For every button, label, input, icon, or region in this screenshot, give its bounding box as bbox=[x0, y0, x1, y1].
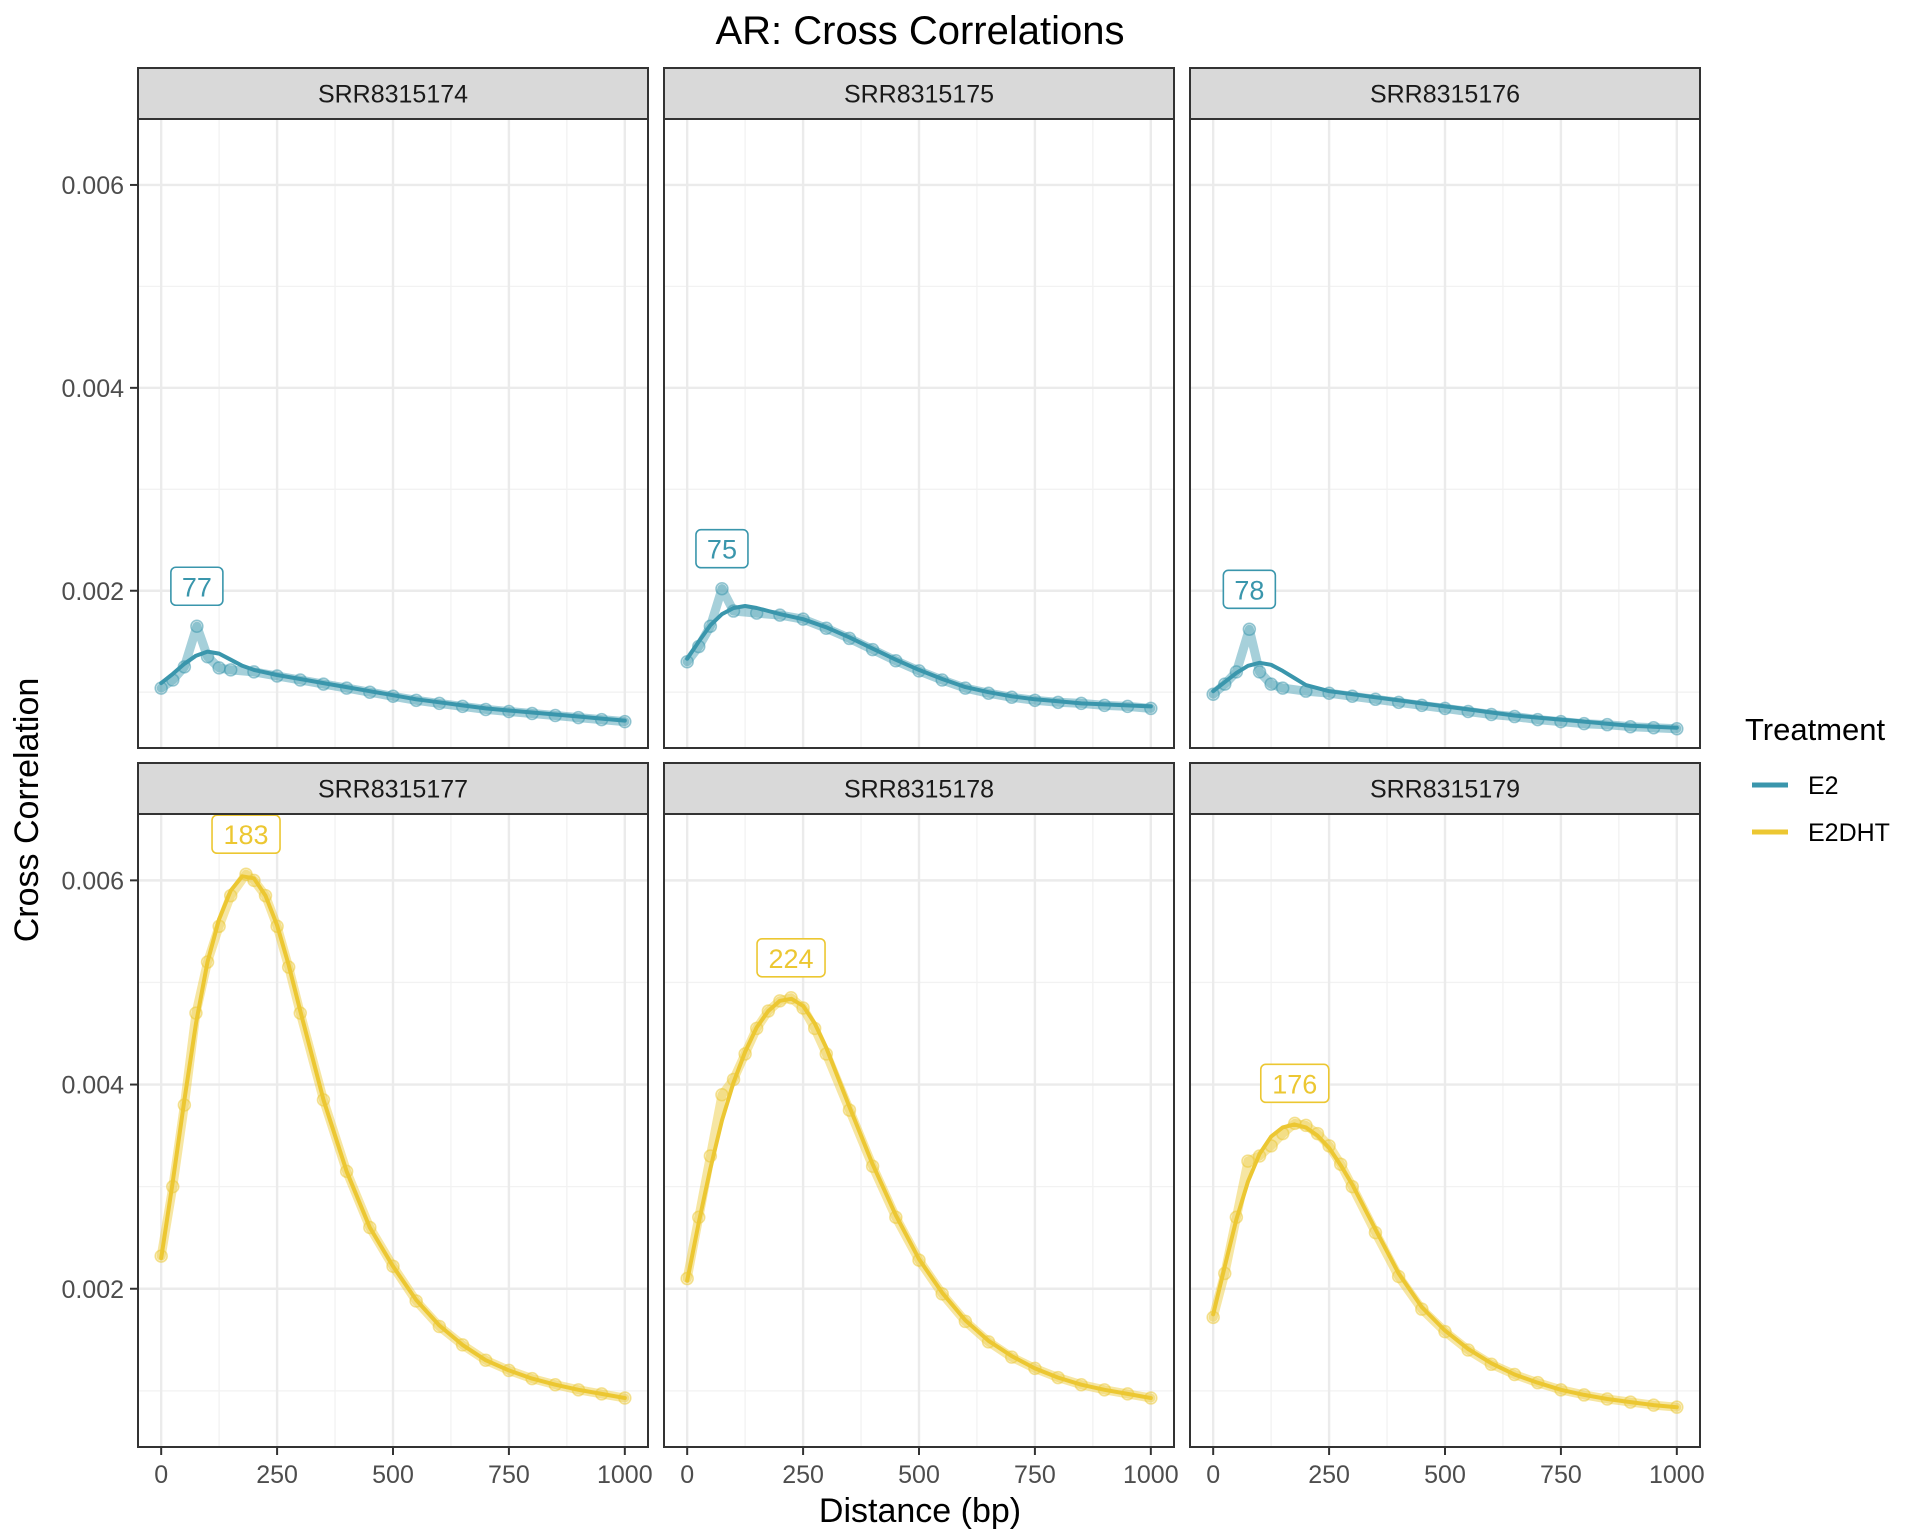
y-tick-label: 0.002 bbox=[61, 1276, 124, 1304]
x-tick-label: 250 bbox=[1308, 1461, 1350, 1489]
facet-panel: 77 SRR8315174 0.002 0.004 0.006 bbox=[61, 67, 649, 749]
y-tick-label: 0.006 bbox=[61, 172, 124, 200]
x-tick-label: 1000 bbox=[597, 1461, 653, 1489]
peak-label: 176 bbox=[1272, 1069, 1317, 1099]
peak-label-box bbox=[1259, 1063, 1330, 1104]
y-tick-label: 0.004 bbox=[61, 1072, 124, 1100]
series-fit-line bbox=[159, 649, 627, 723]
data-point bbox=[1264, 677, 1278, 691]
facet-strip bbox=[1189, 762, 1701, 815]
y-axis-title: Cross Correlation bbox=[8, 678, 46, 943]
peak-label-box bbox=[1222, 569, 1277, 610]
facet-strip bbox=[663, 67, 1175, 120]
legend: Treatment E2 E2DHT bbox=[1745, 712, 1890, 847]
legend-entry-label: E2 bbox=[1808, 772, 1839, 800]
peak-label-box bbox=[211, 814, 281, 855]
series-fit-line bbox=[159, 874, 627, 1400]
facet-strip-label: SRR8315179 bbox=[1370, 776, 1520, 804]
series-fit-line bbox=[1211, 1122, 1679, 1410]
facet-strip-label: SRR8315176 bbox=[1370, 81, 1520, 109]
peak-label: 78 bbox=[1234, 575, 1264, 605]
legend-title: Treatment bbox=[1745, 712, 1886, 747]
facet-panel: 75 SRR8315175 bbox=[663, 67, 1175, 749]
x-tick-label: 500 bbox=[372, 1461, 414, 1489]
chart-title: AR: Cross Correlations bbox=[715, 9, 1124, 53]
facet-panel: 224 SRR8315178 0 250 500 750 1000 bbox=[663, 762, 1179, 1489]
facet-strip-label: SRR8315174 bbox=[318, 81, 468, 109]
x-tick-label: 0 bbox=[154, 1461, 168, 1489]
series-fit-line bbox=[685, 996, 1153, 1400]
facet-panels: 77SRR83151740.0020.0040.00675SRR83151757… bbox=[61, 67, 1705, 1489]
x-tick-label: 1000 bbox=[1123, 1461, 1179, 1489]
data-point bbox=[1252, 665, 1267, 679]
facet-strip-label: SRR8315175 bbox=[844, 81, 994, 109]
series-fit-line bbox=[1211, 660, 1679, 730]
legend-entry-label: E2DHT bbox=[1808, 819, 1890, 847]
x-tick-label: 250 bbox=[256, 1461, 298, 1489]
facet-strip-label: SRR8315178 bbox=[844, 776, 994, 804]
facet-strip bbox=[137, 762, 649, 815]
facet-strip bbox=[1189, 67, 1701, 120]
x-tick-label: 1000 bbox=[1649, 1461, 1705, 1489]
facet-strip bbox=[137, 67, 649, 120]
data-point bbox=[223, 663, 238, 677]
peak-label: 77 bbox=[182, 572, 212, 602]
data-point bbox=[1241, 1154, 1255, 1168]
x-tick-label: 500 bbox=[898, 1461, 940, 1489]
facet-strip-label: SRR8315177 bbox=[318, 776, 468, 804]
peak-label-box bbox=[170, 566, 224, 607]
facet-panel: 183 SRR8315177 0.002 0.004 0.006 0 250 500 750 10… bbox=[61, 762, 653, 1489]
facet-strip bbox=[663, 762, 1175, 815]
peak-label: 75 bbox=[707, 535, 737, 565]
series-fit-line bbox=[685, 604, 1153, 709]
x-tick-label: 750 bbox=[488, 1461, 530, 1489]
data-point bbox=[1242, 622, 1257, 637]
data-point bbox=[715, 581, 729, 596]
data-point bbox=[190, 619, 204, 634]
x-tick-label: 750 bbox=[1014, 1461, 1056, 1489]
x-tick-label: 750 bbox=[1540, 1461, 1582, 1489]
peak-label-box bbox=[756, 937, 826, 978]
x-tick-label: 0 bbox=[1206, 1461, 1220, 1489]
y-tick-label: 0.004 bbox=[61, 375, 124, 403]
facet-panel: 176 SRR8315179 0 250 500 750 1000 bbox=[1189, 762, 1705, 1489]
x-tick-label: 250 bbox=[782, 1461, 824, 1489]
y-tick-label: 0.006 bbox=[61, 867, 124, 895]
peak-label: 183 bbox=[223, 820, 268, 850]
y-tick-label: 0.002 bbox=[61, 578, 124, 606]
x-axis-title: Distance (bp) bbox=[819, 1492, 1021, 1530]
facet-panel: 78 SRR8315176 bbox=[1189, 67, 1701, 749]
x-tick-label: 0 bbox=[680, 1461, 694, 1489]
data-point bbox=[1275, 681, 1290, 695]
peak-label: 224 bbox=[769, 944, 814, 974]
x-tick-label: 500 bbox=[1424, 1461, 1466, 1489]
peak-label-box bbox=[695, 528, 749, 569]
